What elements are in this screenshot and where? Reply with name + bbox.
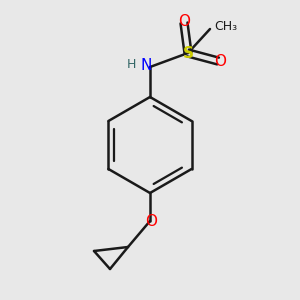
Text: O: O — [178, 14, 190, 28]
Text: S: S — [182, 46, 194, 61]
Text: CH₃: CH₃ — [214, 20, 237, 32]
Text: O: O — [145, 214, 157, 229]
Text: H: H — [127, 58, 136, 71]
Text: N: N — [140, 58, 152, 73]
Text: O: O — [214, 53, 226, 68]
